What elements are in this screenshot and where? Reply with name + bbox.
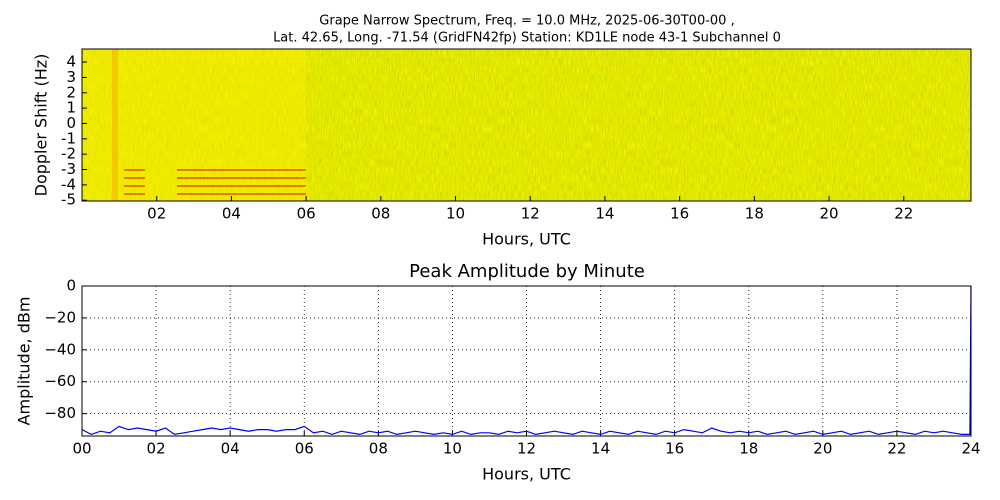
- x-tick-label: 18: [745, 205, 764, 223]
- x-tick-label: 10: [443, 440, 462, 458]
- y-tick-label: 4: [66, 53, 76, 71]
- y-axis-label: Doppler Shift (Hz): [32, 54, 51, 197]
- plot-frame: [81, 48, 972, 202]
- x-tick-label: 02: [147, 205, 166, 223]
- x-tick-label: 16: [670, 205, 689, 223]
- x-tick-label: 08: [371, 205, 390, 223]
- y-tick-label: −60: [44, 372, 76, 390]
- chart-title: Peak Amplitude by Minute: [409, 261, 645, 282]
- x-tick-label: 20: [820, 205, 839, 223]
- x-tick-label: 24: [961, 440, 980, 458]
- x-tick-label: 18: [739, 440, 758, 458]
- x-tick-label: 20: [813, 440, 832, 458]
- y-tick-label: 0: [66, 277, 76, 295]
- x-tick-label: 04: [222, 205, 241, 223]
- x-tick-label: 04: [221, 440, 240, 458]
- y-tick-label: -2: [61, 145, 76, 163]
- chart-subtitle: Lat. 42.65, Long. -71.54 (GridFN42fp) St…: [273, 31, 781, 46]
- x-tick-label: 14: [591, 440, 610, 458]
- y-axis-label: Amplitude, dBm: [15, 297, 34, 426]
- y-tick-label: −40: [44, 340, 76, 358]
- y-tick-label: −20: [44, 308, 76, 326]
- line-series: [81, 285, 972, 436]
- x-axis-label: Hours, UTC: [482, 465, 571, 484]
- plot-frame: [81, 285, 972, 437]
- y-tick-label: 2: [66, 83, 76, 101]
- y-tick-label: -5: [61, 191, 76, 209]
- y-tick-label: −80: [44, 404, 76, 422]
- x-tick-label: 06: [297, 205, 316, 223]
- x-tick-label: 12: [521, 205, 540, 223]
- x-tick-label: 06: [295, 440, 314, 458]
- chart-title: Grape Narrow Spectrum, Freq. = 10.0 MHz,…: [319, 14, 734, 29]
- spectrogram: [82, 49, 971, 201]
- x-tick-label: 02: [147, 440, 166, 458]
- y-tick-label: 0: [66, 114, 76, 132]
- x-axis-label: Hours, UTC: [482, 230, 571, 249]
- x-tick-label: 14: [595, 205, 614, 223]
- x-tick-label: 08: [369, 440, 388, 458]
- y-tick-label: 1: [66, 99, 76, 117]
- y-tick-label: -4: [61, 175, 76, 193]
- x-tick-label: 12: [517, 440, 536, 458]
- x-tick-label: 16: [665, 440, 684, 458]
- x-tick-label: 10: [446, 205, 465, 223]
- y-tick-label: -1: [61, 129, 76, 147]
- x-tick-label: 22: [894, 205, 913, 223]
- x-tick-label: 00: [72, 440, 91, 458]
- x-tick-label: 22: [887, 440, 906, 458]
- y-tick-label: 3: [66, 68, 76, 86]
- y-tick-label: -3: [61, 160, 76, 178]
